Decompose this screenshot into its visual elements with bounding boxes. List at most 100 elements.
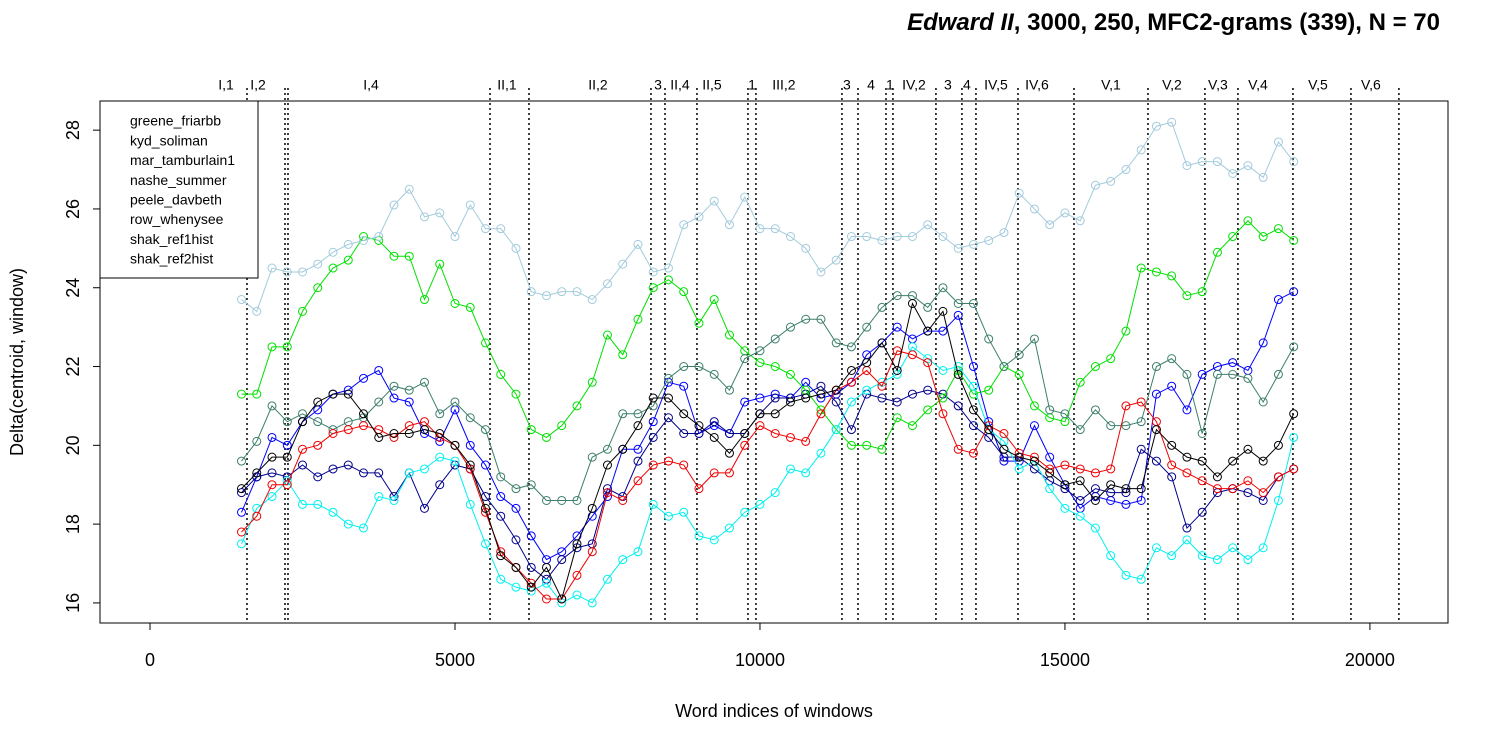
data-point: [694, 212, 704, 222]
series-line: [241, 291, 1294, 561]
data-point: [755, 421, 765, 431]
data-point: [709, 432, 719, 442]
data-point: [404, 429, 414, 439]
data-point: [816, 314, 826, 324]
data-point: [877, 235, 887, 245]
data-point: [679, 507, 689, 517]
data-point: [1136, 263, 1146, 273]
data-point: [1243, 555, 1253, 565]
series-line: [241, 346, 1295, 604]
data-point: [1228, 543, 1238, 553]
data-point: [359, 409, 369, 419]
data-point: [572, 570, 582, 580]
data-point: [343, 255, 353, 265]
data-point: [709, 196, 719, 206]
data-point: [343, 519, 353, 529]
data-point: [237, 484, 247, 494]
data-point: [602, 444, 612, 454]
data-point: [999, 228, 1009, 238]
data-point: [328, 507, 338, 517]
data-point: [587, 598, 597, 608]
data-point: [267, 468, 277, 478]
data-point: [953, 369, 963, 379]
x-tick-label: 20000: [1345, 650, 1395, 670]
y-axis-label: Delta(centroid, window): [7, 268, 27, 456]
data-point: [1045, 220, 1055, 230]
data-point: [618, 350, 628, 360]
title-main: Edward II: [907, 9, 1015, 36]
data-point: [862, 232, 872, 242]
data-point: [816, 448, 826, 458]
data-point: [282, 267, 292, 277]
data-point: [343, 460, 353, 470]
data-point: [541, 432, 551, 442]
data-point: [557, 495, 567, 505]
data-point: [1060, 409, 1070, 419]
data-point: [1289, 342, 1299, 352]
data-point: [313, 472, 323, 482]
data-point: [298, 444, 308, 454]
data-point: [785, 432, 795, 442]
data-point: [465, 499, 475, 509]
data-point: [923, 302, 933, 312]
data-point: [1289, 432, 1299, 442]
data-point: [557, 287, 567, 297]
data-point: [435, 480, 445, 490]
data-point: [633, 444, 643, 454]
scene-label: II,4: [670, 77, 690, 93]
data-point: [1060, 480, 1070, 490]
data-point: [282, 417, 292, 427]
data-point: [801, 436, 811, 446]
data-point: [1106, 421, 1116, 431]
data-point: [938, 365, 948, 375]
series-line: [241, 302, 1295, 601]
data-point: [770, 224, 780, 234]
data-point: [1228, 232, 1238, 242]
data-point: [1029, 456, 1039, 466]
data-point: [770, 409, 780, 419]
data-point: [1121, 484, 1131, 494]
data-point: [892, 413, 902, 423]
data-point: [648, 267, 658, 277]
data-point: [252, 306, 262, 316]
data-point: [237, 507, 247, 517]
scene-label: 4: [963, 77, 971, 93]
data-point: [298, 267, 308, 277]
data-point: [968, 239, 978, 249]
data-point: [1167, 381, 1177, 391]
data-point: [374, 397, 384, 407]
data-point: [1136, 444, 1146, 454]
x-tick-label: 10000: [735, 650, 785, 670]
data-point: [1228, 358, 1238, 368]
data-point: [724, 523, 734, 533]
data-point: [999, 444, 1009, 454]
legend-entry: mar_tamburlain1: [130, 152, 235, 168]
data-point: [831, 397, 841, 407]
data-point: [511, 389, 521, 399]
data-point: [267, 263, 277, 273]
data-point: [526, 562, 536, 572]
scene-label: 3: [843, 77, 851, 93]
data-point: [1212, 472, 1222, 482]
data-point: [953, 298, 963, 308]
data-point: [831, 425, 841, 435]
data-point: [968, 298, 978, 308]
data-point: [1106, 551, 1116, 561]
data-point: [480, 539, 490, 549]
data-point: [1151, 456, 1161, 466]
data-point: [770, 393, 780, 403]
scene-label: I,1: [218, 77, 234, 93]
scene-label: IV,2: [902, 77, 926, 93]
data-point: [709, 468, 719, 478]
data-point: [618, 444, 628, 454]
data-point: [831, 338, 841, 348]
data-point: [1167, 472, 1177, 482]
data-point: [1167, 460, 1177, 470]
data-point: [846, 425, 856, 435]
scene-label: 4: [867, 77, 875, 93]
data-point: [1258, 397, 1268, 407]
data-point: [1273, 137, 1283, 147]
data-point: [1090, 362, 1100, 372]
data-point: [877, 393, 887, 403]
data-point: [1182, 369, 1192, 379]
